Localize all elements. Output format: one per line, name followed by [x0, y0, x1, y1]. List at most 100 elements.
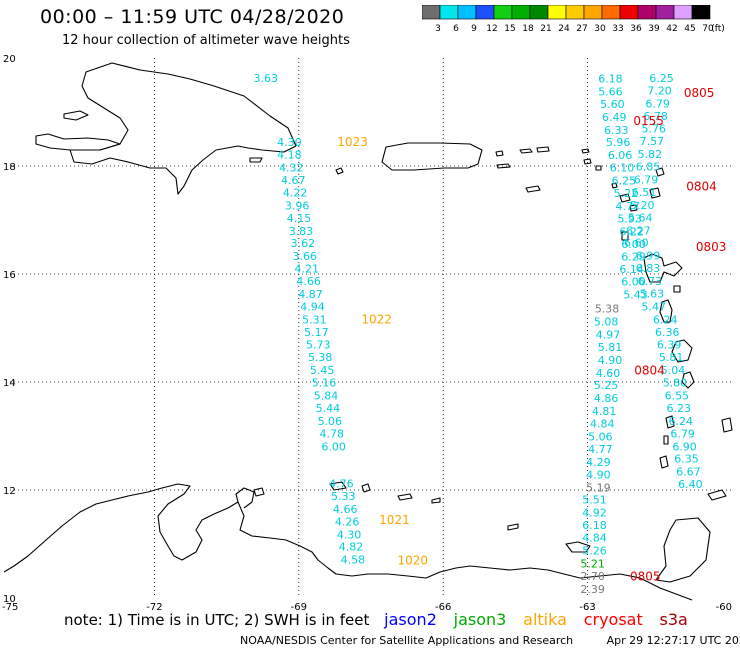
- legend-altika: altika: [523, 610, 567, 629]
- wave-height-label: 6.78: [643, 110, 668, 123]
- x-tick-label: -69: [291, 602, 307, 613]
- wave-height-label: 1022: [361, 312, 392, 326]
- wave-height-label: 3.63: [254, 72, 279, 85]
- wave-height-label: 4.32: [279, 162, 304, 175]
- wave-height-label: 4.76: [329, 478, 354, 491]
- wave-height-label: 1023: [337, 135, 368, 149]
- st-kitts: [619, 193, 631, 203]
- st-vincent: [665, 415, 675, 429]
- wave-height-label: 6.25: [649, 72, 674, 85]
- gonave-island: [63, 110, 89, 121]
- wave-height-label: 4.87: [298, 288, 323, 301]
- wave-height-label: 5.82: [638, 148, 663, 161]
- wave-height-label: 1020: [397, 554, 428, 568]
- wave-height-label: 5.47: [642, 300, 667, 313]
- wave-height-label: 5.26: [582, 544, 607, 557]
- colorbar-tick-label: 9: [471, 24, 477, 34]
- wave-height-label: 6.00: [621, 238, 646, 251]
- colorbar-tick-label: 30: [594, 24, 606, 34]
- colorbar-tick-label: 15: [504, 24, 515, 34]
- wave-height-label: 5.38: [308, 351, 333, 364]
- guajira-venezuela-coast: [3, 483, 693, 601]
- marie-galante: [673, 285, 681, 293]
- wave-height-label: 4.94: [300, 300, 325, 313]
- x-tick-label: -75: [2, 602, 18, 613]
- wave-height-label: 4.90: [598, 354, 623, 367]
- wave-height-label: 6.60: [624, 237, 649, 250]
- wave-height-label: 5.60: [600, 98, 625, 111]
- wave-height-label: 6.24: [653, 313, 678, 326]
- st-martin: [583, 158, 592, 165]
- st-lucia: [681, 371, 695, 389]
- wave-height-label: 1021: [379, 513, 410, 527]
- wave-height-label: 4.58: [341, 554, 366, 567]
- footer: NOAA/NESDIS Center for Satellite Applica…: [240, 634, 740, 647]
- wave-height-label: 4.30: [337, 528, 362, 541]
- vieques: [496, 163, 511, 169]
- legend-cryosat: cryosat: [583, 610, 643, 629]
- wave-height-label: 0804: [634, 364, 665, 378]
- wave-height-label: 4.97: [596, 328, 621, 341]
- la-orchila: [431, 497, 441, 504]
- barbados: [721, 417, 733, 433]
- x-tick-label: -63: [579, 602, 595, 613]
- trinidad: [655, 517, 711, 583]
- legend-s3a: s3a: [659, 610, 688, 629]
- wave-height-label: 0805: [684, 86, 715, 100]
- virgin-islands-a: [519, 148, 533, 154]
- wave-height-label: 5.44: [316, 402, 341, 415]
- colorbar-tick-label: 36: [630, 24, 642, 34]
- wave-height-label: 3.66: [293, 250, 318, 263]
- saba: [611, 182, 618, 189]
- axis-tick-labels: -75 -72 -69 -66 -63 -60 20 18 16 14 12 10: [2, 54, 732, 613]
- wave-height-label: 4.84: [582, 532, 607, 545]
- wave-height-label: 5.80: [663, 377, 688, 390]
- aruba: [253, 487, 265, 497]
- nevis: [629, 204, 638, 212]
- wave-height-label: 6.40: [678, 478, 703, 491]
- wave-height-label: 5.19: [586, 481, 611, 494]
- hispaniola-coastline: [69, 62, 297, 195]
- colorbar-tick-label: 27: [576, 24, 587, 34]
- wave-height-label: 5.38: [595, 303, 620, 316]
- wave-height-label: 6.90: [672, 440, 697, 453]
- x-tick-label: -66: [435, 602, 451, 613]
- wave-height-label: 3.83: [289, 225, 314, 238]
- wave-height-label: 6.00: [321, 440, 346, 453]
- wave-height-label: 6.51: [632, 186, 657, 199]
- wave-height-label: 6.73: [638, 275, 663, 288]
- wave-height-label: 5.84: [314, 390, 339, 403]
- wave-height-colorbar: 3 6 9 12 15 18 21 24 27 30 33 36 39 42 45 70(ft): [422, 5, 725, 34]
- y-tick-label: 18: [3, 162, 16, 173]
- culebra: [495, 150, 504, 157]
- wave-height-label: 4.81: [592, 405, 617, 418]
- wave-height-label: 4.26: [335, 515, 360, 528]
- wave-height-label: 5.66: [598, 85, 623, 98]
- wave-height-label: 6.18: [598, 73, 623, 86]
- barbuda: [655, 167, 665, 177]
- colorbar-tick-label: 42: [666, 24, 677, 34]
- wave-height-label: 6.23: [667, 402, 692, 415]
- wave-height-label: 6.06: [608, 149, 633, 162]
- wave-height-label: 5.51: [582, 494, 607, 507]
- wave-height-label: 5.25: [594, 379, 619, 392]
- wave-height-label: 4.92: [582, 507, 607, 520]
- wave-height-label: 5.21: [580, 557, 605, 570]
- wave-height-label: 5.64: [628, 211, 653, 224]
- wave-height-label: 0803: [696, 240, 727, 254]
- wave-height-label: 5.81: [598, 341, 623, 354]
- wave-height-label: 6.35: [674, 453, 699, 466]
- st-croix: [525, 185, 541, 193]
- wave-height-label: 6.67: [676, 466, 701, 479]
- colorbar-tick-label: 39: [648, 24, 660, 34]
- wave-height-label: 7.57: [640, 135, 665, 148]
- wave-height-label: 5.17: [304, 326, 329, 339]
- curacao: [329, 481, 347, 491]
- antigua: [649, 187, 661, 199]
- wave-height-label: 6.39: [657, 339, 682, 352]
- wave-height-label: 5.73: [306, 339, 331, 352]
- wave-height-label: 4.67: [281, 174, 306, 187]
- colorbar-swatch: [691, 5, 711, 20]
- coastlines: [3, 62, 733, 601]
- y-tick-label: 14: [3, 378, 16, 389]
